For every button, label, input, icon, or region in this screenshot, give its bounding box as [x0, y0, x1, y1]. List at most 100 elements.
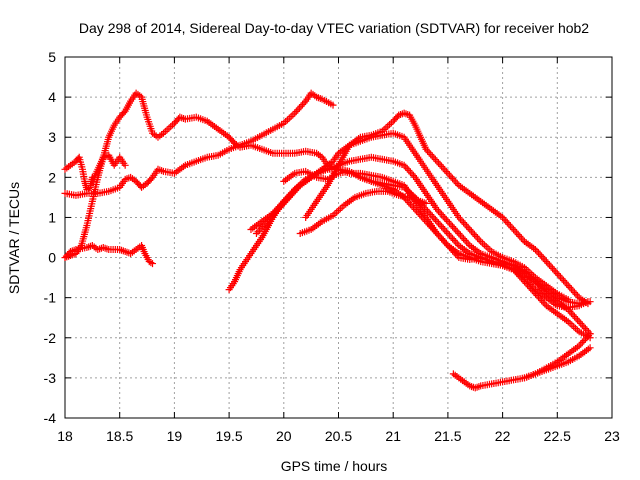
data-point [420, 216, 428, 224]
data-point [516, 272, 524, 280]
data-point [528, 286, 536, 294]
data-point [463, 222, 471, 230]
data-point [564, 282, 572, 290]
data-point [433, 205, 441, 213]
data-point [268, 212, 276, 220]
data-point [445, 171, 453, 179]
data-point [290, 188, 298, 196]
data-point [575, 318, 583, 326]
data-point [517, 234, 525, 242]
data-point [265, 216, 273, 224]
data-point [560, 276, 568, 284]
data-point [527, 284, 535, 292]
data-point [499, 213, 507, 221]
data-point [574, 316, 582, 324]
data-point [424, 207, 432, 215]
data-point [572, 314, 580, 322]
data-point [545, 261, 553, 269]
data-point [435, 159, 443, 167]
data-point [449, 235, 457, 243]
data-point [458, 233, 466, 241]
data-point [453, 240, 461, 248]
data-point [584, 300, 592, 308]
data-point [547, 263, 555, 271]
data-point [538, 252, 546, 260]
y-tick-labels: -4 -3 -2 -1 0 1 2 3 4 5 [44, 49, 57, 426]
data-point [563, 280, 571, 288]
data-point [285, 193, 293, 201]
data-point [263, 217, 271, 225]
data-point [411, 205, 419, 213]
y-tick-label: -4 [44, 410, 57, 426]
data-point [400, 161, 408, 169]
x-tick-labels: 18 18.5 19 19.5 20 20.5 21 21.5 22 22.5 23 [57, 428, 620, 444]
data-point [450, 224, 458, 232]
data-point [444, 242, 452, 250]
series-track-10 [296, 187, 430, 237]
series-track-9 [280, 167, 594, 342]
data-point [581, 325, 589, 333]
data-point [577, 340, 585, 348]
data-point [408, 170, 416, 178]
data-point [475, 236, 483, 244]
data-point [583, 326, 591, 334]
data-point [553, 270, 561, 278]
data-point [580, 323, 588, 331]
data-point [430, 214, 438, 222]
data-point [433, 217, 441, 225]
axis-ticks [64, 56, 613, 419]
data-point [428, 224, 436, 232]
data-point [510, 266, 518, 274]
y-tick-label: -3 [44, 370, 57, 386]
y-tick-label: 5 [48, 49, 56, 65]
data-point [519, 236, 527, 244]
data-point [522, 279, 530, 287]
data-point [447, 221, 455, 229]
data-point [417, 212, 425, 220]
data-point [544, 259, 552, 267]
data-point [444, 217, 452, 225]
data-point [570, 289, 578, 297]
data-point [408, 202, 416, 210]
data-point [439, 236, 447, 244]
data-point [542, 258, 550, 266]
data-point [406, 200, 414, 208]
data-point [403, 165, 411, 173]
series-track-11 [302, 109, 592, 308]
data-point [445, 243, 453, 251]
data-point [556, 273, 564, 281]
series-track-13 [520, 330, 594, 382]
data-point [525, 283, 533, 291]
data-point [425, 221, 433, 229]
data-point [513, 229, 521, 237]
data-point [120, 109, 128, 117]
data-point [463, 238, 471, 246]
data-point [550, 266, 558, 274]
data-point [431, 216, 439, 224]
data-point [449, 247, 457, 255]
data-point [422, 145, 430, 153]
y-tick-label: 3 [48, 129, 56, 145]
data-point [441, 166, 449, 174]
data-point [456, 215, 464, 223]
data-point [433, 157, 441, 165]
data-point [502, 217, 510, 225]
data-point [464, 240, 472, 248]
y-tick-label: -2 [44, 330, 57, 346]
data-point [450, 236, 458, 244]
data-point [405, 199, 413, 207]
data-point [503, 219, 511, 227]
data-point [564, 306, 572, 314]
data-point [536, 251, 544, 259]
data-series [61, 89, 594, 392]
data-point [453, 180, 461, 188]
data-point [533, 247, 541, 255]
data-point [438, 162, 446, 170]
data-point [427, 211, 435, 219]
y-tick-label: -1 [44, 290, 57, 306]
data-point [449, 223, 457, 231]
data-point [453, 228, 461, 236]
data-point [513, 269, 521, 277]
data-point [566, 283, 574, 291]
data-point [430, 154, 438, 162]
